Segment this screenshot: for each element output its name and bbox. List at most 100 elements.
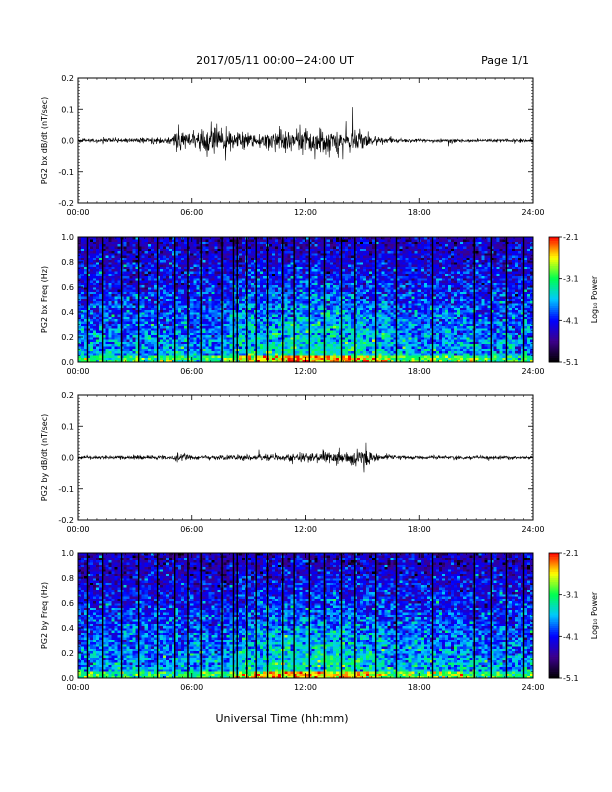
spectrogram-cell	[326, 241, 331, 245]
spectrogram-cell	[263, 255, 267, 258]
spectrogram-cell	[335, 241, 340, 245]
spectrogram-cell	[150, 318, 155, 322]
spectrogram-cell	[132, 316, 137, 320]
spectrogram-cell	[290, 359, 294, 363]
spectrogram-cell	[132, 341, 137, 345]
spectrogram-cell	[329, 327, 334, 331]
spectrogram-cell	[202, 277, 206, 281]
spectrogram-cell	[99, 264, 103, 267]
spectrogram-cell	[96, 243, 100, 247]
spectrogram-cell	[138, 341, 143, 345]
spectrogram-cell	[159, 323, 164, 327]
spectrogram-cell	[193, 291, 197, 295]
spectrogram-cell	[193, 325, 197, 329]
spectrogram-cell	[275, 355, 279, 358]
spectrogram-cell	[317, 275, 322, 279]
spectrogram-cell	[311, 287, 315, 290]
spectrogram-cell	[320, 318, 325, 322]
spectrogram-cell	[111, 250, 115, 254]
spectrogram-cell	[184, 252, 188, 256]
spectrogram-cell	[293, 352, 297, 356]
spectrogram-cell	[123, 271, 127, 274]
spectrogram-cell	[229, 257, 234, 261]
spectrogram-cell	[99, 348, 103, 352]
spectrogram-cell	[335, 293, 340, 297]
spectrogram-cell	[187, 246, 191, 249]
spectrogram-cell	[287, 280, 291, 283]
spectrogram-cell	[102, 273, 106, 277]
spectrogram-cell	[302, 291, 306, 295]
spectrogram-cell	[217, 287, 221, 290]
spectrogram-cell	[178, 305, 182, 308]
spectrogram-cell	[138, 259, 143, 263]
spectrogram-cell	[338, 248, 343, 252]
spectrogram-cell	[299, 282, 303, 286]
spectrogram-cell	[241, 252, 246, 256]
spectrogram-cell	[311, 325, 315, 329]
spectrogram-cell	[172, 307, 176, 311]
spectrogram-cell	[211, 359, 215, 363]
spectrogram-cell	[196, 337, 200, 340]
spectrogram-cell	[90, 309, 94, 313]
spectrogram-cell	[335, 305, 340, 308]
spectrogram-cell	[299, 266, 303, 270]
spectrogram-cell	[202, 343, 206, 347]
spectrogram-cell	[150, 348, 155, 352]
spectrogram-cell	[114, 330, 118, 333]
spectrogram-cell	[293, 248, 297, 252]
spectrogram-cell	[129, 348, 133, 352]
spectrogram-cell	[247, 321, 252, 324]
spectrogram-cell	[308, 309, 312, 313]
spectrogram-cell	[260, 257, 264, 261]
spectrogram-cell	[90, 243, 94, 247]
spectrogram-cell	[320, 323, 325, 327]
spectrogram-cell	[190, 318, 194, 322]
spectrogram-cell	[305, 268, 309, 272]
spectrogram-cell	[96, 359, 100, 363]
spectrogram-cell	[335, 307, 340, 311]
spectrogram-cell	[169, 280, 173, 283]
spectrogram-cell	[193, 246, 197, 249]
spectrogram-cell	[223, 341, 228, 345]
spectrogram-cell	[147, 346, 152, 349]
spectrogram-cell	[193, 321, 197, 324]
spectrogram-cell	[141, 273, 146, 277]
spectrogram-cell	[153, 284, 158, 288]
spectrogram-cell	[305, 271, 309, 274]
spectrogram-cell	[272, 291, 276, 295]
spectrogram-cell	[172, 237, 176, 240]
spectrogram-cell	[299, 264, 303, 267]
spectrogram-cell	[129, 314, 133, 317]
spectrogram-cell	[205, 282, 209, 286]
spectrogram-cell	[144, 337, 149, 340]
spectrogram-cell	[138, 339, 143, 342]
spectrogram-cell	[87, 357, 91, 361]
spectrogram-cell	[138, 250, 143, 254]
spectrogram-cell	[132, 305, 137, 308]
spectrogram-cell	[169, 334, 173, 338]
spectrogram-cell	[275, 250, 279, 254]
spectrogram-cell	[290, 271, 294, 274]
spectrogram-cell	[99, 302, 103, 306]
spectrogram-cell	[96, 266, 100, 270]
spectrogram-cell	[208, 355, 212, 358]
spectrogram-cell	[217, 264, 221, 267]
spectrogram-cell	[214, 307, 218, 311]
spectrogram-cell	[181, 341, 185, 345]
spectrogram-cell	[117, 309, 121, 313]
spectrogram-cell	[165, 277, 170, 281]
spectrogram-cell	[156, 357, 161, 361]
spectrogram-cell	[196, 323, 200, 327]
spectrogram-cell	[172, 357, 176, 361]
spectrogram-cell	[314, 307, 319, 311]
spectrogram-cell	[156, 291, 161, 295]
spectrogram-cell	[159, 271, 164, 274]
spectrogram-cell	[165, 334, 170, 338]
spectrogram-cell	[172, 321, 176, 324]
spectrogram-cell	[296, 273, 300, 277]
spectrogram-cell	[317, 312, 322, 315]
spectrogram-cell	[114, 302, 118, 306]
spectrogram-cell	[138, 282, 143, 286]
spectrogram-cell	[326, 355, 331, 358]
spectrogram-cell	[90, 337, 94, 340]
